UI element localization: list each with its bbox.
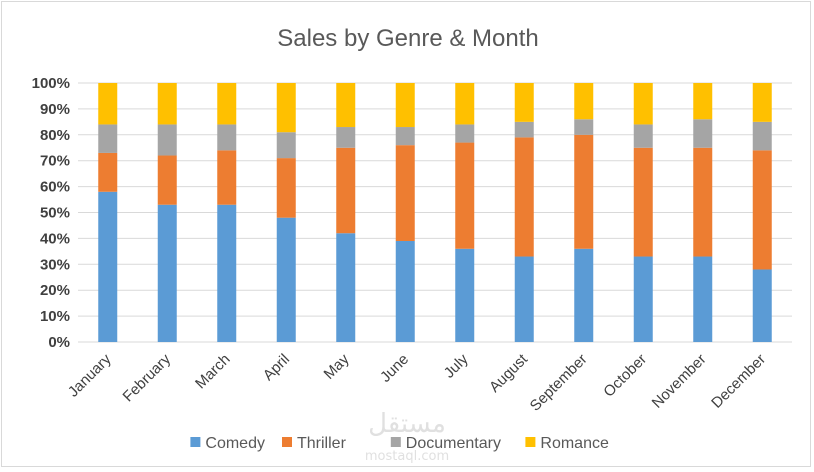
x-tick-label: May [321,350,353,382]
bar-segment-documentary [395,127,415,146]
watermark-arabic: مستقل [368,409,446,439]
x-tick-label: June [377,351,412,386]
bar-segment-thriller [98,152,118,192]
bar-segment-romance [157,83,177,125]
bar-segment-comedy [276,217,296,342]
bar-segment-documentary [217,124,237,151]
bar-segment-thriller [633,147,653,257]
y-tick-label: 20% [40,282,70,299]
x-tick-label: January [65,350,115,400]
legend-swatch [282,437,292,447]
bar-segment-romance [276,83,296,133]
bar-segment-romance [336,83,356,128]
y-tick-label: 70% [40,153,70,170]
bar-segment-comedy [514,256,534,342]
bar-segment-romance [752,83,772,122]
bar-segment-documentary [752,121,772,151]
x-tick-label: March [192,351,233,392]
bar-segment-romance [633,83,653,125]
bar-segment-comedy [98,191,118,342]
bar-segment-comedy [752,269,772,342]
bar-segment-thriller [455,142,475,249]
x-tick-label: December [708,351,769,412]
x-tick-label: October [600,351,650,401]
bar-segment-documentary [98,124,118,153]
bar-segment-thriller [276,158,296,218]
bar-segment-romance [217,83,237,125]
bar-segment-documentary [455,124,475,143]
bar-segment-thriller [217,150,237,205]
chart-title: Sales by Genre & Month [277,25,538,52]
legend-label: Romance [540,435,609,452]
y-tick-label: 100% [32,75,70,92]
bar-segment-comedy [395,240,415,342]
bar-segment-documentary [336,127,356,148]
gridlines [78,82,792,343]
y-axis-ticks: 0% 10% 20% 30% 40% 50% 60% 70% 80% 90% 100% [32,75,70,351]
x-tick-label: July [441,350,472,381]
bar-segment-documentary [574,119,594,135]
bar-segment-comedy [217,204,237,342]
bar-segment-thriller [514,137,534,257]
y-tick-label: 40% [40,230,70,247]
bar-segment-romance [455,83,475,125]
legend-label: Documentary [406,435,501,452]
bar-segment-thriller [752,150,772,270]
bar-segment-romance [395,83,415,128]
bar-segment-comedy [455,248,475,342]
bar-segment-comedy [693,256,713,342]
legend-label: Comedy [205,435,265,452]
watermark: مستقل mostaql.com [365,409,449,464]
bar-segment-thriller [574,134,594,249]
bar-segment-documentary [157,124,177,156]
x-tick-label: September [527,351,591,415]
legend-item-romance: Romance [525,435,609,452]
bar-segment-comedy [157,204,177,342]
bar-segment-documentary [514,121,534,138]
bar-segment-comedy [633,256,653,342]
x-tick-label: April [260,351,293,384]
y-tick-label: 80% [40,127,70,144]
y-tick-label: 10% [40,308,70,325]
legend: Comedy Thriller Documentary Romance [190,435,609,452]
bar-segment-documentary [276,132,296,159]
y-tick-label: 0% [48,334,70,351]
y-tick-label: 90% [40,101,70,118]
bar-segment-documentary [693,119,713,148]
bar-segment-thriller [693,147,713,257]
y-tick-label: 30% [40,256,70,273]
bars [98,83,772,342]
bar-segment-documentary [633,124,653,148]
bar-segment-romance [98,83,118,125]
bar-segment-thriller [336,147,356,234]
watermark-url: mostaql.com [365,449,449,464]
bar-segment-comedy [574,248,594,342]
legend-item-thriller: Thriller [282,435,347,452]
bar-segment-thriller [395,145,415,241]
legend-item-comedy: Comedy [190,435,265,452]
legend-swatch [525,437,536,447]
bar-segment-romance [693,83,713,120]
x-tick-label: February [120,350,175,405]
x-axis-ticks: January February March April May June July Augu… [65,350,769,414]
bar-segment-thriller [157,155,177,205]
bar-segment-comedy [336,233,356,342]
y-tick-label: 50% [40,205,70,222]
bar-segment-romance [514,83,534,122]
bar-segment-romance [574,83,594,120]
x-tick-label: November [649,351,710,412]
x-tick-label: August [486,350,532,396]
y-tick-label: 60% [40,179,70,196]
legend-item-documentary: Documentary [390,435,501,452]
legend-swatch [190,437,201,447]
legend-swatch [390,437,401,447]
legend-label: Thriller [297,435,347,452]
